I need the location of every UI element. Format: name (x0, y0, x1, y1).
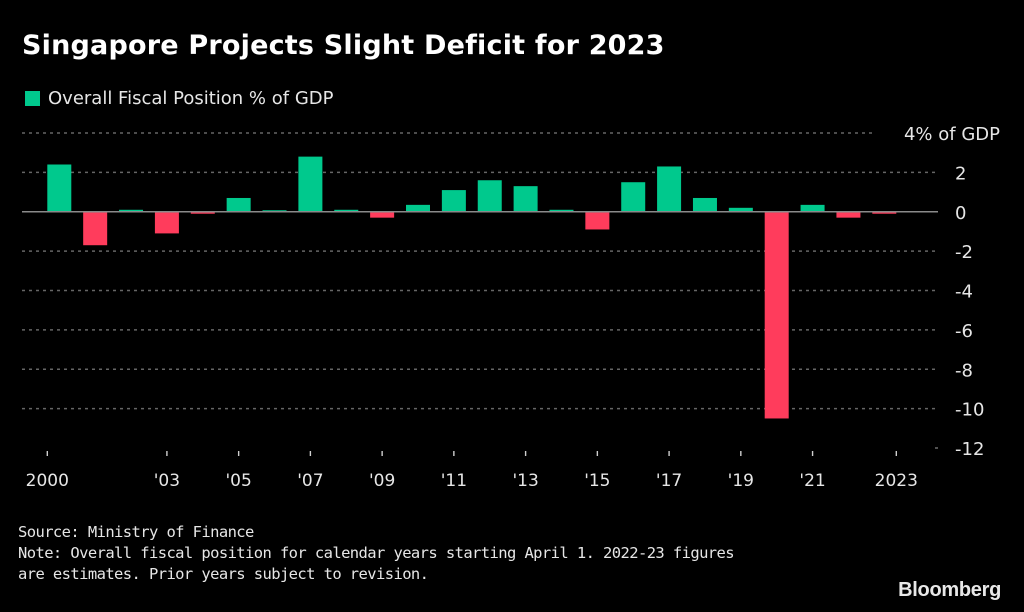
y-tick-label: -2 (955, 242, 973, 263)
x-tick-label: 2023 (875, 471, 918, 491)
bar-2005 (226, 197, 251, 212)
bar-2009 (370, 211, 395, 218)
bar-2014 (549, 209, 574, 212)
x-tick-label: '15 (584, 471, 610, 491)
x-tick-label: '11 (441, 471, 467, 491)
bar-2002 (119, 209, 144, 212)
bar-2019 (728, 207, 753, 212)
bar-2012 (477, 180, 502, 212)
x-tick-label: 2000 (26, 471, 69, 491)
x-tick-label: '07 (297, 471, 323, 491)
bars (47, 156, 897, 419)
y-tick-label: 2 (955, 163, 966, 184)
x-tick-label: '09 (369, 471, 395, 491)
y-tick-label: -6 (955, 321, 973, 342)
bar-2016 (621, 182, 646, 212)
bar-2021 (800, 204, 825, 212)
y-tick-label: 4% of GDP (904, 124, 1000, 145)
bar-2017 (657, 166, 682, 212)
x-tick-label: '03 (154, 471, 180, 491)
legend-swatch (25, 91, 40, 106)
bar-2003 (154, 211, 179, 234)
bar-2011 (441, 190, 466, 212)
legend: Overall Fiscal Position % of GDP (25, 88, 334, 109)
bar-2020 (764, 211, 789, 419)
legend-label: Overall Fiscal Position % of GDP (48, 88, 334, 109)
bar-2007 (298, 156, 323, 212)
y-tick-label: -8 (955, 360, 973, 381)
bar-2013 (513, 186, 538, 212)
footer: Source: Ministry of Finance Note: Overal… (18, 522, 735, 585)
y-axis-labels: 4% of GDP 2 0 -2 -4 -6 -8 -10 -12 (904, 124, 1000, 460)
x-tick-label: '13 (512, 471, 538, 491)
x-tick-label: '17 (656, 471, 682, 491)
bar-2001 (83, 211, 108, 246)
bar-2010 (406, 204, 430, 212)
x-tick-label: '19 (728, 471, 754, 491)
x-tick-label: '05 (225, 471, 251, 491)
y-tick-label: -4 (955, 282, 973, 303)
bar-2000 (47, 164, 72, 212)
note-text-line1: Note: Overall fiscal position for calend… (18, 544, 735, 562)
bloomberg-logo: Bloomberg (898, 579, 1001, 601)
bar-2018 (692, 197, 717, 212)
bar-2023 (872, 211, 897, 214)
bar-2008 (334, 209, 359, 212)
chart-title: Singapore Projects Slight Deficit for 20… (22, 30, 665, 61)
source-text: Source: Ministry of Finance (18, 523, 254, 541)
x-tick-label: '21 (799, 471, 825, 491)
y-tick-label: -12 (955, 439, 984, 460)
bar-2022 (836, 211, 861, 218)
y-tick-label: -10 (955, 400, 984, 421)
x-axis-labels: 2000 '03 '05 '07 '09 '11 '13 '15 '17 '19 '21 2023 (26, 451, 918, 491)
bar-2015 (585, 211, 610, 230)
note-text-line2: are estimates. Prior years subject to re… (18, 565, 429, 583)
y-tick-label: 0 (955, 203, 966, 224)
bar-2004 (190, 211, 215, 214)
